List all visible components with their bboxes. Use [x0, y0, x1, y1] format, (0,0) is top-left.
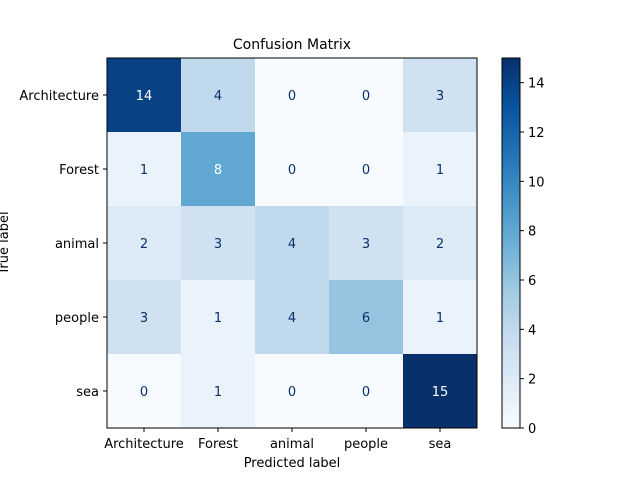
- y-axis-label: True label: [0, 211, 12, 275]
- heatmap-cells: [107, 58, 477, 428]
- heatmap-cell: [403, 58, 477, 132]
- cell-value-label: 1: [140, 163, 148, 178]
- heatmap-cell: [329, 354, 403, 428]
- heatmap-cell: [255, 280, 329, 354]
- y-tick-label: Forest: [59, 163, 99, 178]
- cell-value-label: 1: [214, 311, 222, 326]
- colorbar-tick-label: 2: [528, 373, 536, 388]
- cell-value-label: 14: [136, 89, 153, 104]
- heatmap-cell: [255, 132, 329, 206]
- heatmap-cell: [181, 132, 255, 206]
- x-axis-ticks: Architecture Forest animal people sea: [104, 428, 451, 452]
- cell-value-label: 3: [362, 237, 370, 252]
- heatmap-cell: [107, 280, 181, 354]
- cell-value-label: 0: [288, 163, 296, 178]
- x-tick-label: Architecture: [104, 437, 184, 452]
- heatmap-cell: [403, 354, 477, 428]
- colorbar-tick-label: 0: [528, 422, 536, 437]
- heatmap-cell: [329, 280, 403, 354]
- cell-value-label: 4: [288, 237, 296, 252]
- cell-value-label: 0: [288, 385, 296, 400]
- colorbar-tick-label: 6: [528, 274, 536, 289]
- heatmap-cell: [181, 58, 255, 132]
- y-axis-ticks: Architecture Forest animal people sea: [19, 89, 107, 400]
- cell-value-label: 2: [140, 237, 148, 252]
- cell-value-label: 0: [288, 89, 296, 104]
- chart-title: Confusion Matrix: [233, 37, 351, 53]
- cell-value-label: 4: [214, 89, 222, 104]
- heatmap-cell: [403, 280, 477, 354]
- cell-value-label: 0: [140, 385, 148, 400]
- cell-value-label: 15: [432, 385, 449, 400]
- heatmap-cell: [107, 132, 181, 206]
- x-axis-label: Predicted label: [244, 456, 341, 471]
- cell-value-label: 3: [140, 311, 148, 326]
- heatmap-cell: [255, 58, 329, 132]
- cell-value-label: 3: [436, 89, 444, 104]
- heatmap-cell: [329, 132, 403, 206]
- cell-value-label: 0: [362, 89, 370, 104]
- colorbar-tick-label: 14: [528, 77, 545, 92]
- cell-value-label: 0: [362, 385, 370, 400]
- heatmap-cell-labels: 14 4 0 0 31 8 0 0 12 3 4 3 23 1 4 6 10 1 0 0 15: [136, 89, 449, 400]
- x-tick-label: animal: [270, 437, 314, 452]
- y-tick-label: sea: [76, 385, 99, 400]
- heatmap-cell: [181, 206, 255, 280]
- y-tick-label: Architecture: [19, 89, 99, 104]
- heatmap-cell: [181, 280, 255, 354]
- cell-value-label: 2: [436, 237, 444, 252]
- cell-value-label: 1: [436, 163, 444, 178]
- y-tick-label: people: [55, 311, 99, 326]
- x-tick-label: people: [344, 437, 388, 452]
- heatmap-cell: [403, 206, 477, 280]
- colorbar-tick-label: 4: [528, 323, 536, 338]
- x-tick-label: sea: [429, 437, 452, 452]
- heatmap-cell: [403, 132, 477, 206]
- colorbar-ticks: 0 2 4 6 8 10 12 14: [520, 77, 545, 437]
- heatmap-cell: [329, 58, 403, 132]
- colorbar-tick-label: 10: [528, 175, 545, 190]
- heatmap-cell: [107, 206, 181, 280]
- heatmap-cell: [255, 206, 329, 280]
- cell-value-label: 1: [436, 311, 444, 326]
- colorbar: [501, 57, 521, 429]
- y-tick-label: animal: [55, 237, 99, 252]
- x-tick-label: Forest: [198, 437, 238, 452]
- heatmap-cell: [255, 354, 329, 428]
- cell-value-label: 1: [214, 385, 222, 400]
- colorbar-tick-label: 12: [528, 126, 545, 141]
- heatmap-cell: [329, 206, 403, 280]
- cell-value-label: 3: [214, 237, 222, 252]
- heatmap-cell: [107, 58, 181, 132]
- colorbar-tick-label: 8: [528, 225, 536, 240]
- cell-value-label: 6: [362, 311, 370, 326]
- cell-value-label: 8: [214, 163, 222, 178]
- cell-value-label: 4: [288, 311, 296, 326]
- heatmap-cell: [181, 354, 255, 428]
- heatmap-cell: [107, 354, 181, 428]
- cell-value-label: 0: [362, 163, 370, 178]
